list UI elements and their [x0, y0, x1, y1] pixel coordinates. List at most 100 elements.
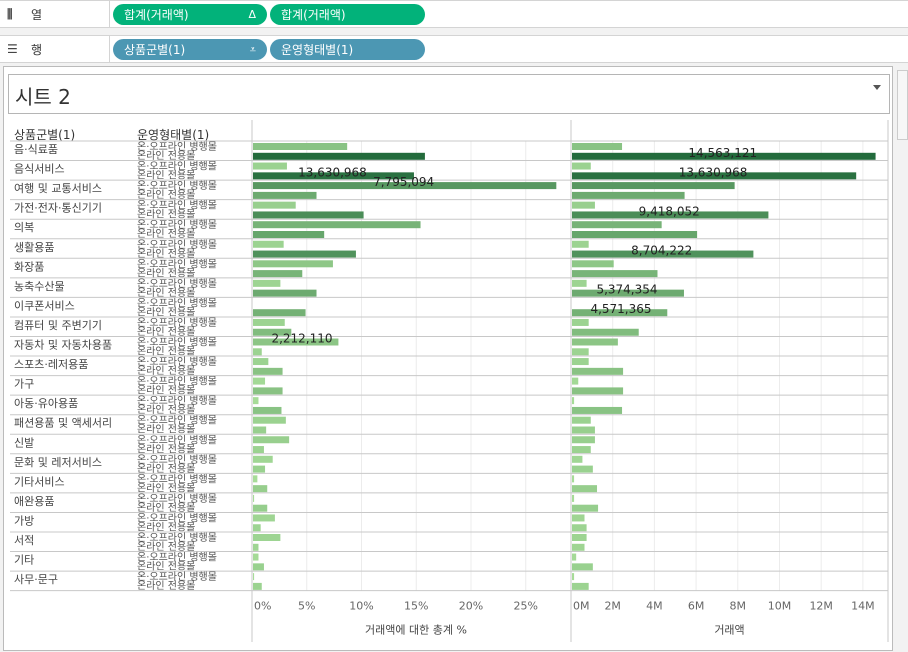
operation-type-label: 온라인 전용몰: [137, 561, 195, 573]
tick-label-amount: 8M: [730, 600, 747, 613]
delta-icon: Δ: [248, 8, 256, 21]
tick-label-percent: 5%: [298, 600, 315, 613]
columns-shelf-label: ⫼ 열: [0, 1, 110, 27]
operation-type-label: 온라인 전용몰: [137, 502, 195, 514]
row-pill-category[interactable]: 상품군별(1) ⩡: [113, 39, 267, 60]
operation-type-label: 온·오프라인 병행몰: [137, 141, 217, 153]
operation-type-label: 온·오프라인 병행몰: [137, 376, 217, 388]
row-pill-operation-type[interactable]: 운영형태별(1): [270, 39, 425, 60]
bar-amount: [572, 231, 698, 238]
bar-amount: [572, 553, 577, 561]
operation-type-label: 온라인 전용몰: [137, 580, 195, 592]
bar-amount: [572, 504, 599, 512]
sheet-title: 시트 2: [15, 85, 71, 109]
rows-shelf: ☰ 행 상품군별(1) ⩡ 운영형태별(1): [0, 35, 908, 63]
bar-amount: [572, 289, 684, 297]
operation-type-label: 온라인 전용몰: [137, 541, 195, 553]
category-label: 이쿠폰서비스: [14, 299, 75, 312]
x-axis-title-amount: 거래액: [714, 624, 744, 637]
bar-amount: [572, 563, 593, 571]
side-panel-scrollbar[interactable]: [897, 70, 908, 140]
bar-amount: [572, 465, 593, 473]
bar-percent: [253, 543, 259, 551]
bar-amount: [572, 201, 595, 209]
tick-label-percent: 0%: [254, 600, 271, 613]
bar-percent: [253, 270, 303, 278]
category-label: 기타서비스: [14, 475, 65, 488]
operation-type-label: 온·오프라인 병행몰: [137, 278, 217, 290]
header-operation-type[interactable]: 운영형태별(1): [137, 128, 210, 142]
dropdown-icon[interactable]: [873, 85, 881, 90]
operation-type-label: 온·오프라인 병행몰: [137, 395, 217, 407]
bar-amount: [572, 191, 685, 199]
operation-type-label: 온라인 전용몰: [137, 189, 195, 201]
x-axis-title-percent: 거래액에 대한 총계 %: [365, 624, 467, 637]
bar-percent: [253, 240, 284, 248]
bar-amount: [572, 152, 876, 160]
data-label: 2,212,110: [271, 332, 332, 346]
bar-percent: [253, 534, 281, 541]
operation-type-label: 온라인 전용몰: [137, 385, 195, 397]
bar-amount: [572, 270, 658, 278]
operation-type-label: 온라인 전용몰: [137, 482, 195, 494]
operation-type-label: 온·오프라인 병행몰: [137, 297, 217, 309]
operation-type-label: 온라인 전용몰: [137, 228, 195, 240]
operation-type-label: 온·오프라인 병행몰: [137, 512, 217, 524]
bar-amount: [572, 582, 589, 590]
bar-amount: [572, 455, 583, 463]
header-category[interactable]: 상품군별(1): [14, 128, 76, 142]
column-pill-sum-amount-percent[interactable]: 합계(거래액) Δ: [113, 4, 267, 25]
operation-type-label: 온·오프라인 병행몰: [137, 239, 217, 251]
bar-percent: [253, 328, 292, 336]
columns-shelf: ⫼ 열 합계(거래액) Δ 합계(거래액): [0, 0, 908, 28]
bar-amount: [572, 485, 598, 493]
bar-percent: [253, 582, 262, 590]
bar-percent: [253, 446, 264, 454]
category-label: 가전·전자·통신기기: [14, 202, 102, 215]
bar-amount: [572, 446, 591, 454]
tick-label-amount: 2M: [604, 600, 621, 613]
bar-percent: [253, 201, 296, 209]
bar-percent: [253, 494, 255, 502]
bar-percent: [253, 172, 414, 180]
category-label: 음식서비스: [14, 163, 65, 176]
operation-type-label: 온라인 전용몰: [137, 326, 195, 338]
operation-type-label: 온라인 전용몰: [137, 248, 195, 260]
operation-type-label: 온·오프라인 병행몰: [137, 356, 217, 368]
rows-shelf-label: ☰ 행: [0, 36, 110, 62]
tick-label-percent: 20%: [459, 600, 483, 613]
tick-label-amount: 12M: [809, 600, 833, 613]
tick-label-amount: 10M: [768, 600, 792, 613]
bar-amount: [572, 348, 589, 356]
column-pill-sum-amount[interactable]: 합계(거래액): [270, 4, 425, 25]
bar-percent: [253, 318, 285, 326]
sort-icon: ⩡: [249, 42, 256, 56]
bar-percent: [253, 260, 333, 268]
bar-amount: [572, 426, 595, 434]
category-label: 문화 및 레저서비스: [14, 456, 102, 469]
operation-type-label: 온·오프라인 병행몰: [137, 454, 217, 466]
bar-percent: [253, 563, 264, 571]
operation-type-label: 온라인 전용몰: [137, 424, 195, 436]
data-label: 8,704,222: [631, 244, 692, 258]
tick-label-percent: 25%: [514, 600, 538, 613]
operation-type-label: 온·오프라인 병행몰: [137, 258, 217, 270]
bar-amount: [572, 436, 595, 444]
operation-type-label: 온·오프라인 병행몰: [137, 337, 217, 349]
bar-percent: [253, 182, 557, 190]
sheet-title-box: 시트 2: [8, 74, 890, 114]
bar-percent: [253, 416, 286, 424]
bar-amount: [572, 367, 624, 375]
category-label: 패션용품 및 액세서리: [14, 417, 112, 430]
data-label: 13,630,968: [298, 165, 367, 179]
operation-type-label: 온라인 전용몰: [137, 404, 195, 416]
category-label: 화장품: [14, 260, 44, 273]
operation-type-label: 온·오프라인 병행몰: [137, 434, 217, 446]
bar-percent: [253, 338, 339, 346]
bar-percent: [253, 231, 325, 238]
bar-percent: [253, 387, 283, 395]
bar-amount: [572, 250, 754, 258]
data-label: 5,374,354: [596, 283, 657, 297]
bar-amount: [572, 524, 587, 532]
category-label: 서적: [14, 534, 34, 547]
